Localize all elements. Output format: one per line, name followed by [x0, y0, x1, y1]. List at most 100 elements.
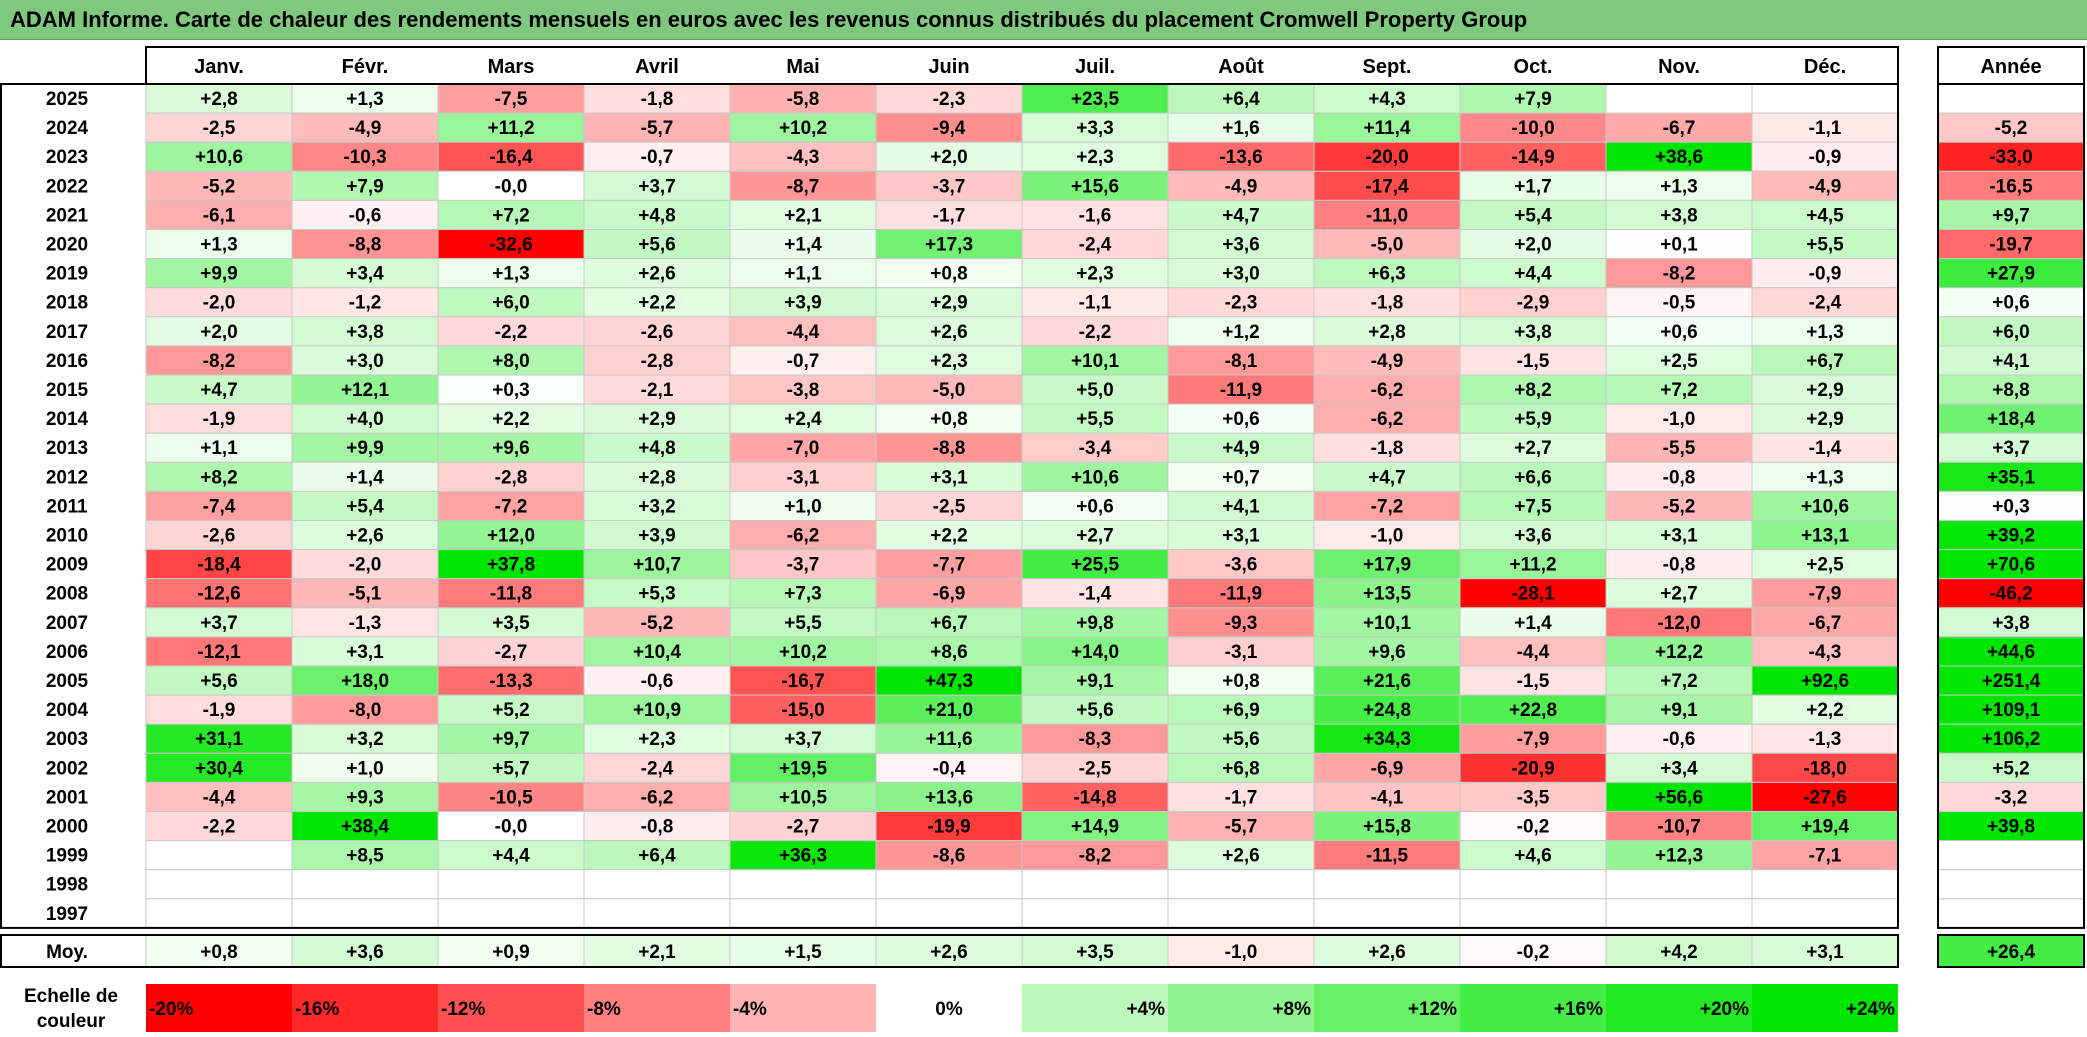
cell-value: +4,0	[346, 409, 384, 430]
heat-cell	[1167, 345, 1315, 376]
heat-cell	[145, 287, 293, 318]
scale-label: couleur	[37, 1011, 106, 1032]
annual-cell	[1937, 316, 2085, 347]
heat-cell	[1021, 403, 1169, 434]
scale-swatch	[292, 984, 438, 1032]
annual-cell	[1937, 840, 2085, 871]
heat-cell	[1167, 840, 1315, 871]
annual-cell	[1937, 345, 2085, 376]
heat-cell	[1459, 316, 1607, 347]
scale-swatch	[1606, 984, 1752, 1032]
heat-cell	[729, 520, 877, 551]
heat-cell	[1605, 141, 1753, 172]
cell-value: -6,2	[641, 787, 674, 808]
heat-cell	[875, 665, 1023, 696]
average-value: -0,2	[1517, 942, 1550, 963]
year-label: 2012	[46, 467, 88, 488]
heat-cell	[1313, 258, 1461, 289]
scale-stop-label: 0%	[935, 999, 963, 1020]
cell-value: -1,7	[1225, 787, 1258, 808]
heat-cell	[437, 199, 585, 230]
cell-value: +10,6	[1071, 467, 1119, 488]
cell-value: -6,9	[933, 584, 966, 605]
annual-value: +18,4	[1987, 409, 2036, 430]
cell-value: +12,0	[487, 526, 535, 547]
heat-cell	[1751, 229, 1899, 260]
heat-cell	[437, 345, 585, 376]
heat-cell	[1751, 520, 1899, 551]
cell-value: +4,8	[638, 438, 676, 459]
average-cell	[145, 934, 293, 968]
cell-value: -6,2	[1371, 409, 1404, 430]
year-label: 1999	[46, 846, 88, 867]
annual-value: -33,0	[1989, 147, 2032, 168]
heat-cell	[1459, 520, 1607, 551]
annual-value: +8,8	[1992, 380, 2030, 401]
heat-cell	[291, 170, 439, 201]
cell-value: +5,4	[1514, 205, 1552, 226]
heat-cell	[145, 840, 293, 871]
cell-value: -2,0	[203, 293, 236, 314]
cell-value: -9,3	[1225, 613, 1258, 634]
heat-cell	[1605, 840, 1753, 871]
annual-cell	[1937, 199, 2085, 230]
cell-value: -5,0	[1371, 235, 1404, 256]
cell-value: -0,6	[641, 671, 674, 692]
cell-value: +2,9	[930, 293, 968, 314]
scale-stop-label: +16%	[1554, 999, 1603, 1020]
cell-value: -1,1	[1809, 118, 1842, 139]
month-header: Août	[1218, 56, 1264, 78]
cell-value: +17,3	[925, 235, 973, 256]
heat-cell	[1021, 374, 1169, 405]
annual-cell	[1937, 112, 2085, 143]
average-value: +3,6	[346, 942, 384, 963]
annual-value: -19,7	[1989, 235, 2032, 256]
average-frame	[0, 934, 1899, 968]
cell-value: +6,0	[492, 293, 530, 314]
heat-cell	[1605, 83, 1753, 114]
heat-cell	[1021, 432, 1169, 463]
heat-cell	[1459, 199, 1607, 230]
heat-cell	[1167, 112, 1315, 143]
cell-value: +9,8	[1076, 613, 1114, 634]
cell-value: -20,9	[1511, 758, 1554, 779]
heat-cell	[1459, 549, 1607, 580]
heat-cell	[875, 229, 1023, 260]
scale-stop-label: -12%	[441, 999, 485, 1020]
heat-cell	[1605, 665, 1753, 696]
heat-cell	[1167, 83, 1315, 114]
cell-value: -7,1	[1809, 846, 1842, 867]
cell-value: -3,8	[787, 380, 820, 401]
heat-cell	[1459, 636, 1607, 667]
cell-value: +10,2	[779, 118, 827, 139]
heat-cell	[145, 374, 293, 405]
cell-value: -11,0	[1366, 205, 1408, 226]
month-header: Déc.	[1804, 56, 1846, 78]
cell-value: -3,6	[1225, 555, 1258, 576]
cell-value: +4,5	[1806, 205, 1844, 226]
heat-cell	[1751, 199, 1899, 230]
cell-value: +3,4	[1660, 758, 1698, 779]
cell-value: -2,2	[203, 817, 236, 838]
cell-value: -2,5	[933, 496, 966, 517]
cell-value: +31,1	[195, 729, 244, 750]
year-label: 2002	[46, 758, 88, 779]
scale-swatch	[876, 984, 1022, 1032]
annual-cell	[1937, 258, 2085, 289]
cell-value: -1,4	[1809, 438, 1842, 459]
scale-swatch	[146, 984, 292, 1032]
cell-value: -1,1	[1079, 293, 1112, 314]
cell-value: -0,2	[1517, 817, 1550, 838]
average-value: +0,9	[492, 942, 530, 963]
scale-stop-label: +12%	[1408, 999, 1457, 1020]
heat-cell	[1313, 229, 1461, 260]
cell-value: -0,7	[787, 351, 820, 372]
heat-cell	[437, 520, 585, 551]
heat-cell	[729, 665, 877, 696]
heat-cell	[875, 723, 1023, 754]
cell-value: +3,0	[1222, 264, 1260, 285]
cell-value: -8,2	[1079, 846, 1112, 867]
cell-value: +4,7	[1368, 467, 1406, 488]
heat-cell	[729, 636, 877, 667]
heat-cell	[1751, 607, 1899, 638]
